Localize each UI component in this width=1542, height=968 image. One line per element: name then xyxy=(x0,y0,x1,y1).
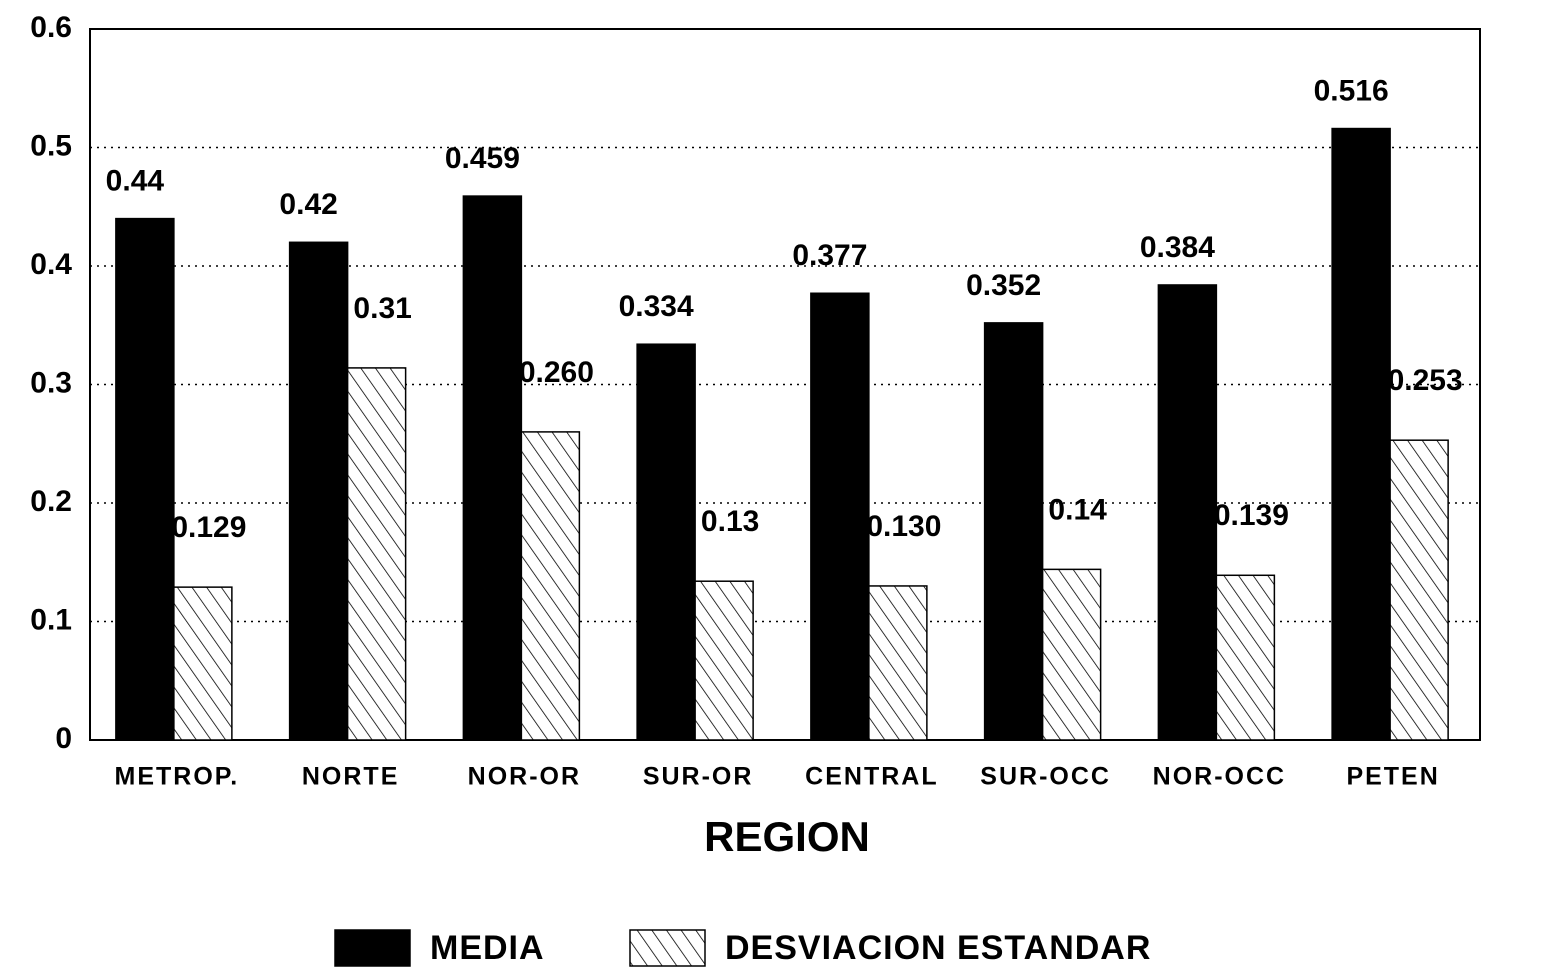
bar xyxy=(1215,574,1276,741)
bar xyxy=(1041,568,1102,741)
value-label: 0.14 xyxy=(1048,493,1107,526)
bar xyxy=(1157,284,1218,741)
x-tick-label: NOR-OR xyxy=(468,763,581,791)
bar xyxy=(462,195,523,741)
x-axis-label: REGION xyxy=(704,813,870,860)
legend-label: DESVIACION ESTANDAR xyxy=(725,929,1151,967)
bar xyxy=(810,292,870,741)
bar xyxy=(868,585,928,741)
x-tick-label: SUR-OCC xyxy=(980,763,1111,791)
value-label: 0.260 xyxy=(519,356,594,389)
value-label: 0.139 xyxy=(1214,499,1289,532)
bar xyxy=(983,322,1044,741)
legend-swatch xyxy=(334,929,411,967)
y-tick-label: 0.2 xyxy=(30,485,72,518)
value-label: 0.334 xyxy=(619,290,694,323)
y-tick-label: 0.5 xyxy=(30,129,72,162)
x-tick-label: METROP. xyxy=(115,763,240,791)
value-label: 0.129 xyxy=(171,511,246,544)
y-tick-label: 0.6 xyxy=(30,11,72,44)
value-label: 0.253 xyxy=(1388,364,1463,397)
value-label: 0.384 xyxy=(1140,231,1215,264)
value-label: 0.516 xyxy=(1314,74,1389,107)
x-tick-label: NOR-OCC xyxy=(1153,763,1286,791)
legend-label: MEDIA xyxy=(430,929,545,967)
bar xyxy=(1389,439,1449,741)
y-tick-label: 0 xyxy=(55,722,72,755)
y-tick-label: 0.4 xyxy=(30,248,72,281)
y-tick-label: 0.3 xyxy=(30,366,72,399)
bar xyxy=(288,241,349,741)
bar xyxy=(1331,127,1391,741)
value-label: 0.459 xyxy=(445,142,520,175)
x-tick-label: PETEN xyxy=(1346,763,1439,791)
x-tick-label: NORTE xyxy=(302,763,400,791)
value-label: 0.42 xyxy=(279,188,337,221)
bar xyxy=(346,367,407,741)
bar xyxy=(115,217,175,741)
y-tick-label: 0.1 xyxy=(30,603,72,636)
bar xyxy=(520,431,581,741)
x-tick-label: SUR-OR xyxy=(643,763,754,791)
bar xyxy=(173,586,233,741)
value-label: 0.13 xyxy=(701,505,759,538)
bar xyxy=(694,580,754,741)
value-label: 0.377 xyxy=(792,239,867,272)
value-label: 0.31 xyxy=(353,292,411,325)
legend-swatch xyxy=(629,929,706,967)
bar xyxy=(636,343,696,741)
value-label: 0.130 xyxy=(866,510,941,543)
x-tick-label: CENTRAL xyxy=(805,763,938,791)
value-label: 0.352 xyxy=(966,269,1041,302)
value-label: 0.44 xyxy=(106,165,165,198)
